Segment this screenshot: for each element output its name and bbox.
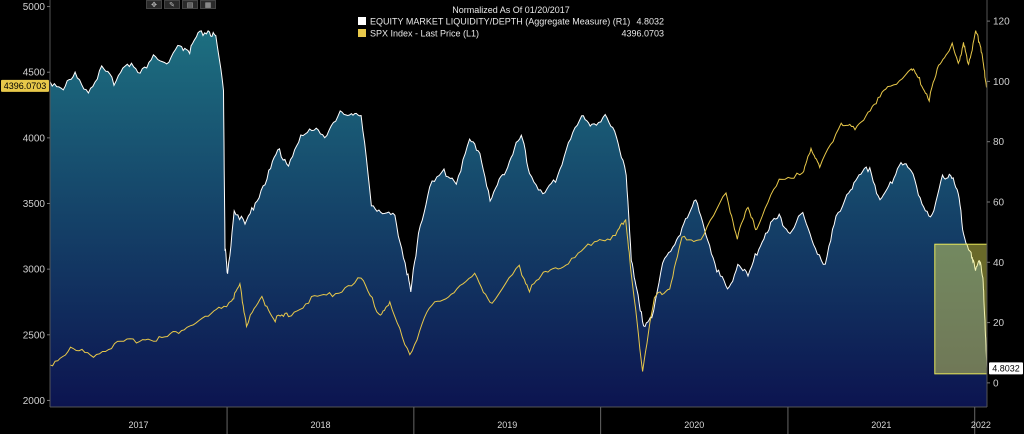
plot-area (50, 30, 988, 407)
x-axis-year-label: 2019 (497, 420, 517, 430)
x-axis-year-label: 2017 (129, 420, 149, 430)
right-axis: 0 20 40 60 80 100 120 (986, 0, 1010, 407)
x-axis-year-label: 2020 (684, 420, 704, 430)
right-axis-tick-label: 40 (993, 258, 1005, 269)
legend-label-spx: SPX Index - Last Price (L1) (370, 29, 479, 39)
left-axis-tick-label: 4500 (23, 68, 46, 79)
left-axis-tick-label: 5000 (23, 2, 46, 13)
right-last-value: 4.8032 (992, 363, 1020, 373)
right-axis-tick-label: 60 (993, 197, 1005, 208)
right-axis-tick-label: 100 (993, 77, 1010, 88)
left-axis-tick-label: 2500 (23, 330, 46, 341)
legend-value-liquidity: 4.8032 (636, 17, 664, 27)
x-axis-year-label: 2022 (971, 420, 991, 430)
left-axis-tick-label: 4000 (23, 133, 46, 144)
draw-icon[interactable]: ✎ (164, 0, 180, 9)
legend-header: Normalized As Of 01/20/2017 (452, 5, 570, 15)
chart-toolbar: ✥ ✎ ▤ ▦ (146, 0, 216, 9)
right-axis-tick-label: 20 (993, 318, 1005, 329)
legend-swatch-liquidity (358, 17, 366, 25)
right-axis-tick-label: 80 (993, 137, 1005, 148)
highlight-region (934, 243, 988, 375)
left-axis: 2000 2500 3000 3500 4000 4500 5000 (23, 0, 51, 407)
legend-value-spx: 4396.0703 (621, 29, 664, 39)
legend-label-liquidity: EQUITY MARKET LIQUIDITY/DEPTH (Aggregate… (370, 17, 630, 27)
x-axis-year-label: 2021 (871, 420, 891, 430)
left-last-value-tag: 4396.0703 (1, 79, 49, 92)
liquidity-series-line (50, 30, 987, 369)
legend-swatch-spx (358, 29, 366, 37)
right-axis-tick-label: 0 (993, 378, 999, 389)
left-last-value: 4396.0703 (4, 81, 47, 91)
move-icon[interactable]: ✥ (146, 0, 162, 9)
table-icon[interactable]: ▦ (200, 0, 216, 9)
right-last-value-tag: 4.8032 (989, 362, 1023, 375)
chart-type-icon[interactable]: ▤ (182, 0, 198, 9)
legend: Normalized As Of 01/20/2017 EQUITY MARKE… (354, 3, 668, 43)
left-axis-tick-label: 3000 (23, 265, 46, 276)
x-axis: 2017 2018 2019 2020 2021 2022 (50, 406, 991, 434)
liquidity-area (50, 30, 987, 407)
spx-series-line (50, 30, 987, 372)
left-axis-tick-label: 2000 (23, 396, 46, 407)
right-axis-tick-label: 120 (993, 17, 1010, 28)
x-axis-year-label: 2018 (310, 420, 330, 430)
left-axis-tick-label: 3500 (23, 199, 46, 210)
